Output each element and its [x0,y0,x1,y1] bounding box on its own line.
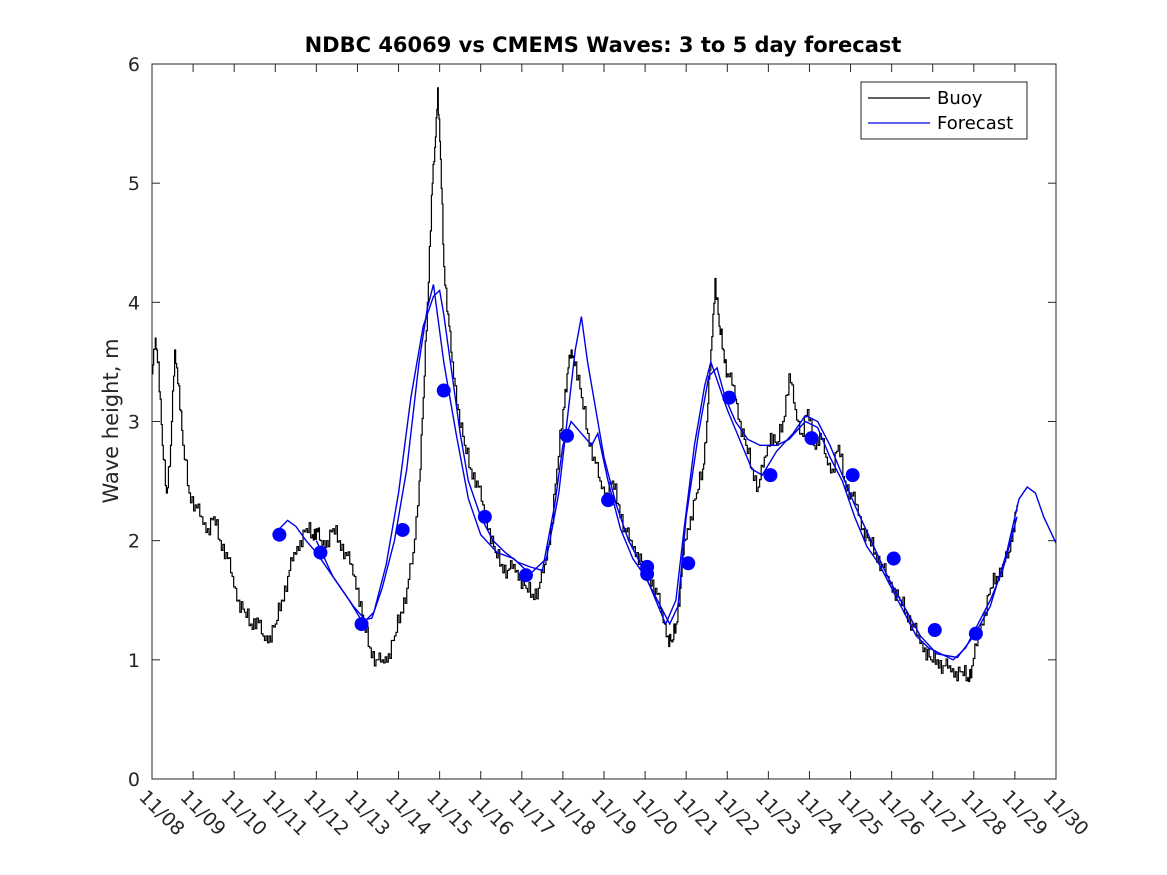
forecast-point [355,617,369,631]
chart-title: NDBC 46069 vs CMEMS Waves: 3 to 5 day fo… [305,33,902,57]
x-tick-label: 11/12 [299,786,353,840]
legend-label-forecast: Forecast [937,113,1013,134]
x-tick-label: 11/20 [628,786,682,840]
y-tick-label: 2 [128,531,140,553]
y-tick-label: 1 [128,650,140,672]
x-tick-label: 11/18 [545,786,599,840]
forecast-point [478,510,492,524]
x-tick-label: 11/08 [134,786,188,840]
forecast-point [560,429,574,443]
y-tick-label: 6 [128,54,140,76]
x-tick-label: 11/14 [381,786,435,840]
forecast-point [396,523,410,537]
x-tick-label: 11/17 [504,786,558,840]
forecast-point [681,556,695,570]
y-tick-label: 4 [128,292,140,314]
x-tick-label: 11/30 [1038,786,1092,840]
x-tick-label: 11/23 [751,786,805,840]
y-tick-label: 3 [128,412,140,434]
forecast-point [640,567,654,581]
y-tick-label: 0 [128,769,140,791]
wave-height-chart: NDBC 46069 vs CMEMS Waves: 3 to 5 day fo… [0,0,1167,875]
forecast-point [519,568,533,582]
forecast-point [437,384,451,398]
forecast-point [601,493,615,507]
x-tick-label: 11/26 [874,786,928,840]
forecast-point [969,627,983,641]
x-tick-label: 11/28 [956,786,1010,840]
y-tick-label: 5 [128,173,140,195]
forecast-point [763,468,777,482]
x-tick-label: 11/27 [915,786,969,840]
legend: Buoy Forecast [861,82,1027,139]
forecast-point [722,391,736,405]
y-axis-label: Wave height, m [99,338,123,503]
x-tick-label: 11/09 [176,786,230,840]
legend-label-buoy: Buoy [937,88,983,109]
x-tick-label: 11/21 [669,786,723,840]
x-tick-label: 11/15 [422,786,476,840]
plot-area [152,64,1056,779]
x-tick-label: 11/16 [463,786,517,840]
forecast-point [928,623,942,637]
x-tick-label: 11/13 [340,786,394,840]
x-tick-label: 11/24 [792,786,846,840]
forecast-point [887,552,901,566]
forecast-point [805,431,819,445]
x-tick-label: 11/11 [258,786,312,840]
x-tick-label: 11/29 [997,786,1051,840]
x-tick-label: 11/22 [710,786,764,840]
forecast-point [846,468,860,482]
forecast-point [313,546,327,560]
forecast-point [272,528,286,542]
x-tick-label: 11/19 [586,786,640,840]
x-tick-label: 11/10 [217,786,271,840]
x-tick-label: 11/25 [833,786,887,840]
